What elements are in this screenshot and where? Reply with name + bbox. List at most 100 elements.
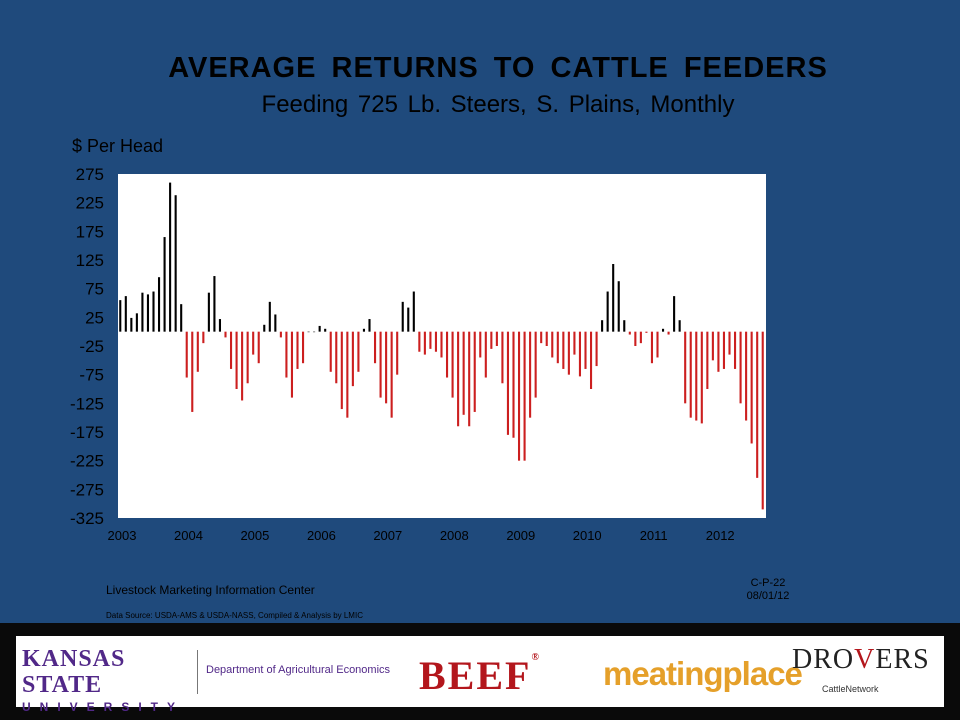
- chart-title: AVERAGE RETURNS TO CATTLE FEEDERS: [168, 52, 828, 84]
- y-tick-label: -275: [70, 480, 104, 499]
- logo-bar: KANSAS STATE UNIVERSITY Department of Ag…: [16, 636, 944, 714]
- bar: [368, 319, 371, 332]
- bar-chart: 275 225 175 125 75 25 -25 -75 -125 -175 -225 -275 -3…: [70, 165, 766, 543]
- bar: [340, 331, 343, 410]
- x-tick-label: 2009: [506, 528, 535, 543]
- bar: [650, 331, 654, 364]
- bar: [684, 331, 687, 404]
- bar: [634, 331, 637, 346]
- x-tick-label: 2004: [174, 528, 203, 543]
- y-tick-label: -325: [70, 509, 104, 528]
- x-tick-label: 2008: [440, 528, 469, 543]
- bar: [224, 331, 227, 338]
- bar: [462, 331, 465, 415]
- bar: [700, 331, 703, 424]
- bar: [661, 328, 665, 332]
- bar: [346, 331, 349, 418]
- y-tick-labels: 275 225 175 125 75 25 -25 -75 -125 -175 -225 -275 -3…: [70, 165, 104, 528]
- y-tick-label: -125: [70, 394, 104, 413]
- drovers-logo-v: V: [854, 644, 876, 675]
- bar: [357, 331, 360, 372]
- x-tick-labels: 2003 2004 2005 2006 2007 2008 2009 2010 2011 2012: [108, 528, 735, 543]
- bar: [733, 331, 737, 369]
- bar: [263, 324, 266, 332]
- bar: [484, 331, 487, 378]
- y-tick-label: -75: [79, 366, 104, 385]
- bar: [207, 292, 210, 332]
- bar: [457, 331, 460, 427]
- bar: [479, 331, 482, 358]
- bar: [180, 304, 183, 332]
- bar: [174, 195, 177, 332]
- bar: [196, 331, 199, 372]
- bar: [318, 325, 321, 332]
- y-tick-label: -225: [70, 452, 104, 471]
- bar: [229, 331, 233, 369]
- bar: [285, 331, 288, 378]
- bar: [252, 331, 255, 355]
- bar: [589, 331, 593, 389]
- bar: [373, 331, 377, 364]
- bar: [362, 328, 366, 332]
- bar: [451, 331, 454, 398]
- bar: [595, 331, 598, 367]
- drovers-logo: DROVERS: [792, 644, 930, 676]
- bars-group: [119, 182, 764, 510]
- bar: [745, 331, 748, 421]
- x-tick-label: 2011: [640, 528, 668, 543]
- bar: [396, 331, 399, 375]
- bar: [135, 313, 138, 332]
- x-tick-label: 2006: [307, 528, 336, 543]
- bar: [695, 331, 698, 421]
- bar: [606, 291, 609, 332]
- bar: [213, 276, 216, 332]
- bar: [185, 331, 188, 378]
- drovers-logo-b: ERS: [875, 644, 930, 675]
- bar: [706, 331, 709, 389]
- bar: [584, 331, 587, 369]
- drovers-logo-a: DRO: [792, 644, 855, 675]
- bar: [445, 331, 449, 378]
- bar: [501, 331, 504, 384]
- chart-subtitle: Feeding 725 Lb. Steers, S. Plains, Month…: [261, 91, 735, 118]
- bar: [639, 331, 642, 344]
- y-tick-label: 125: [76, 251, 104, 270]
- department-name: Department of Agricultural Economics: [206, 664, 391, 676]
- bar: [562, 331, 565, 369]
- bar: [119, 300, 122, 332]
- y-tick-label: -25: [79, 337, 104, 356]
- bar: [517, 331, 521, 461]
- bar: [612, 264, 615, 332]
- bar: [351, 331, 354, 387]
- bar: [578, 331, 582, 377]
- bar: [146, 294, 150, 332]
- bar: [673, 296, 676, 332]
- meatingplace-logo: meatingplace: [603, 655, 803, 692]
- bar: [556, 331, 559, 364]
- y-axis-label: $ Per Head: [72, 136, 164, 156]
- bar: [191, 331, 194, 412]
- bar: [750, 331, 753, 444]
- chart-code: C-P-22 08/01/12: [700, 577, 836, 603]
- bar: [152, 291, 155, 332]
- bar: [296, 331, 299, 369]
- bar: [429, 331, 432, 349]
- bar: [124, 296, 127, 332]
- bar: [434, 331, 438, 352]
- chart-code-date: 08/01/12: [746, 590, 790, 602]
- bar: [307, 331, 310, 333]
- y-tick-label: 175: [76, 222, 104, 241]
- bar: [540, 331, 543, 344]
- x-tick-label: 2010: [573, 528, 602, 543]
- bar: [678, 320, 681, 332]
- bar: [756, 331, 759, 478]
- bar: [490, 331, 493, 349]
- bar: [722, 331, 726, 369]
- bar: [523, 331, 526, 461]
- bar: [473, 331, 476, 412]
- bar: [468, 331, 471, 427]
- ksu-name: KANSAS STATE: [22, 646, 126, 698]
- bar: [268, 301, 271, 332]
- y-tick-label: -175: [70, 423, 104, 442]
- bar: [385, 331, 388, 404]
